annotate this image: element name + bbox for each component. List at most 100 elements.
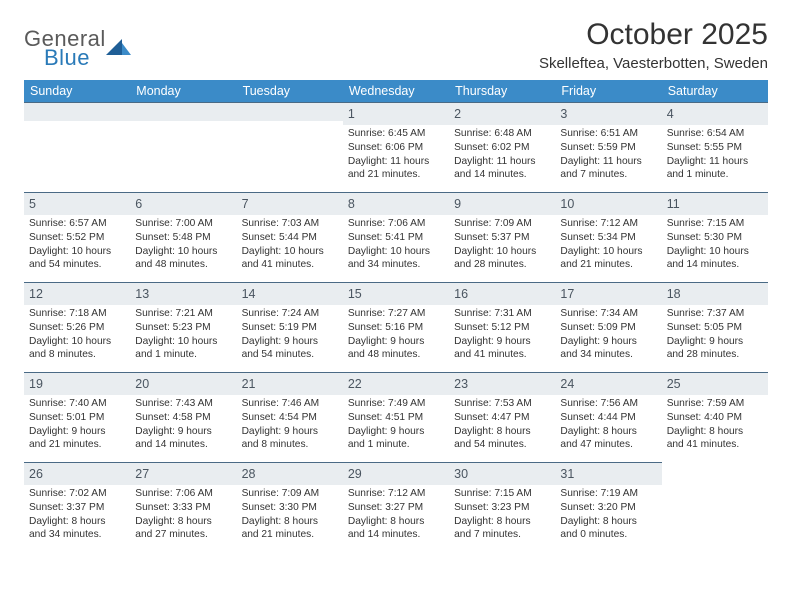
day-cell: 17Sunrise: 7:34 AMSunset: 5:09 PMDayligh… <box>555 282 661 372</box>
sunrise-text: Sunrise: 7:40 AM <box>29 397 125 411</box>
location-subtitle: Skelleftea, Vaesterbotten, Sweden <box>539 55 768 72</box>
sunset-text: Sunset: 5:05 PM <box>667 321 763 335</box>
daylight-text-1: Daylight: 10 hours <box>29 245 125 259</box>
sunrise-text: Sunrise: 6:48 AM <box>454 127 550 141</box>
daylight-text-1: Daylight: 8 hours <box>667 425 763 439</box>
daylight-text-2: and 28 minutes. <box>454 258 550 272</box>
date-header: 8 <box>343 192 449 215</box>
date-header: 22 <box>343 372 449 395</box>
daylight-text-1: Daylight: 10 hours <box>560 245 656 259</box>
day-info: Sunrise: 7:00 AMSunset: 5:48 PMDaylight:… <box>135 217 231 272</box>
day-cell: 21Sunrise: 7:46 AMSunset: 4:54 PMDayligh… <box>237 372 343 462</box>
sunset-text: Sunset: 4:44 PM <box>560 411 656 425</box>
day-info: Sunrise: 7:37 AMSunset: 5:05 PMDaylight:… <box>667 307 763 362</box>
daylight-text-2: and 14 minutes. <box>667 258 763 272</box>
week-row: 19Sunrise: 7:40 AMSunset: 5:01 PMDayligh… <box>24 372 768 462</box>
date-number: 12 <box>29 287 43 301</box>
date-header: 30 <box>449 462 555 485</box>
day-cell <box>130 102 236 192</box>
daylight-text-1: Daylight: 9 hours <box>242 335 338 349</box>
sunrise-text: Sunrise: 6:45 AM <box>348 127 444 141</box>
sunset-text: Sunset: 6:06 PM <box>348 141 444 155</box>
sunset-text: Sunset: 5:26 PM <box>29 321 125 335</box>
day-cell: 20Sunrise: 7:43 AMSunset: 4:58 PMDayligh… <box>130 372 236 462</box>
sunrise-text: Sunrise: 6:51 AM <box>560 127 656 141</box>
day-cell: 19Sunrise: 7:40 AMSunset: 5:01 PMDayligh… <box>24 372 130 462</box>
date-number: 4 <box>667 107 674 121</box>
date-header: 31 <box>555 462 661 485</box>
sunrise-text: Sunrise: 7:09 AM <box>454 217 550 231</box>
date-number: 15 <box>348 287 362 301</box>
daylight-text-2: and 27 minutes. <box>135 528 231 542</box>
date-header: 23 <box>449 372 555 395</box>
calendar-table: Sunday Monday Tuesday Wednesday Thursday… <box>24 80 768 552</box>
sunset-text: Sunset: 5:12 PM <box>454 321 550 335</box>
day-cell: 28 Sunrise: 7:09 AMSunset: 3:30 PMDayligh… <box>237 462 343 552</box>
date-number: 24 <box>560 377 574 391</box>
daylight-text-2: and 21 minutes. <box>242 528 338 542</box>
day-cell: 12 Sunrise: 7:18 AMSunset: 5:26 PMDayligh… <box>24 282 130 372</box>
empty-date-header <box>130 102 236 121</box>
daylight-text-1: Daylight: 11 hours <box>560 155 656 169</box>
week-row: 26Sunrise: 7:02 AMSunset: 3:37 PMDayligh… <box>24 462 768 552</box>
day-info: Sunrise: 7:18 AMSunset: 5:26 PMDaylight:… <box>29 307 125 362</box>
day-info: Sunrise: 7:24 AMSunset: 5:19 PMDaylight:… <box>242 307 338 362</box>
day-info: Sunrise: 7:43 AMSunset: 4:58 PMDaylight:… <box>135 397 231 452</box>
day-info: Sunrise: 6:51 AMSunset: 5:59 PMDaylight:… <box>560 127 656 182</box>
daylight-text-1: Daylight: 11 hours <box>348 155 444 169</box>
daylight-text-2: and 34 minutes. <box>29 528 125 542</box>
sunset-text: Sunset: 5:55 PM <box>667 141 763 155</box>
daylight-text-1: Daylight: 9 hours <box>29 425 125 439</box>
week-row: 12 Sunrise: 7:18 AMSunset: 5:26 PMDayligh… <box>24 282 768 372</box>
date-number: 30 <box>454 467 468 481</box>
sunrise-text: Sunrise: 7:06 AM <box>348 217 444 231</box>
day-info: Sunrise: 7:27 AMSunset: 5:16 PMDaylight:… <box>348 307 444 362</box>
date-number: 27 <box>135 467 149 481</box>
date-header: 19 <box>24 372 130 395</box>
date-number: 26 <box>29 467 43 481</box>
date-header: 11 <box>662 192 768 215</box>
daylight-text-2: and 41 minutes. <box>454 348 550 362</box>
sunrise-text: Sunrise: 7:56 AM <box>560 397 656 411</box>
sunset-text: Sunset: 5:34 PM <box>560 231 656 245</box>
date-number: 13 <box>135 287 149 301</box>
daylight-text-1: Daylight: 10 hours <box>667 245 763 259</box>
date-number: 9 <box>454 197 461 211</box>
day-info: Sunrise: 7:09 AMSunset: 3:30 PMDaylight:… <box>242 487 338 542</box>
sunrise-text: Sunrise: 7:03 AM <box>242 217 338 231</box>
daylight-text-1: Daylight: 9 hours <box>667 335 763 349</box>
date-number: 14 <box>242 287 256 301</box>
sunset-text: Sunset: 5:41 PM <box>348 231 444 245</box>
date-number: 7 <box>242 197 249 211</box>
daylight-text-2: and 34 minutes. <box>560 348 656 362</box>
sunset-text: Sunset: 4:54 PM <box>242 411 338 425</box>
date-header: 28 <box>237 462 343 485</box>
sunset-text: Sunset: 3:30 PM <box>242 501 338 515</box>
sunset-text: Sunset: 4:40 PM <box>667 411 763 425</box>
date-number: 31 <box>560 467 574 481</box>
day-cell: 18Sunrise: 7:37 AMSunset: 5:05 PMDayligh… <box>662 282 768 372</box>
daylight-text-1: Daylight: 8 hours <box>560 515 656 529</box>
day-cell: 9Sunrise: 7:09 AMSunset: 5:37 PMDaylight… <box>449 192 555 282</box>
day-cell: 8Sunrise: 7:06 AMSunset: 5:41 PMDaylight… <box>343 192 449 282</box>
day-info: Sunrise: 7:15 AMSunset: 3:23 PMDaylight:… <box>454 487 550 542</box>
sunset-text: Sunset: 5:16 PM <box>348 321 444 335</box>
daylight-text-2: and 14 minutes. <box>454 168 550 182</box>
date-header: 9 <box>449 192 555 215</box>
daylight-text-1: Daylight: 10 hours <box>242 245 338 259</box>
daylight-text-2: and 48 minutes. <box>348 348 444 362</box>
date-header: 1 <box>343 102 449 125</box>
daylight-text-1: Daylight: 8 hours <box>454 425 550 439</box>
daylight-text-2: and 7 minutes. <box>560 168 656 182</box>
logo-text: General Blue <box>24 28 106 69</box>
date-number: 28 <box>242 467 256 481</box>
dayhead-wed: Wednesday <box>343 80 449 102</box>
daylight-text-1: Daylight: 10 hours <box>135 245 231 259</box>
date-header: 18 <box>662 282 768 305</box>
date-header: 10 <box>555 192 661 215</box>
daylight-text-2: and 21 minutes. <box>348 168 444 182</box>
day-info: Sunrise: 7:19 AMSunset: 3:20 PMDaylight:… <box>560 487 656 542</box>
day-cell <box>24 102 130 192</box>
date-header: 24 <box>555 372 661 395</box>
sunset-text: Sunset: 3:20 PM <box>560 501 656 515</box>
